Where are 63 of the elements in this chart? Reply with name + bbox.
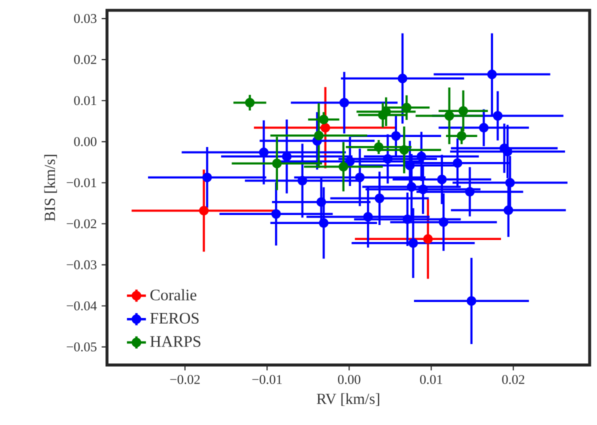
point <box>245 98 255 108</box>
point <box>423 234 433 244</box>
point <box>399 145 409 155</box>
legend-label: FEROS <box>150 312 199 324</box>
legend-label: Coralie <box>150 289 196 300</box>
point <box>282 152 292 162</box>
point <box>374 194 384 204</box>
x-tick-label: 0.01 <box>420 375 442 384</box>
point <box>378 110 388 120</box>
point <box>271 209 281 219</box>
point <box>320 122 330 133</box>
point <box>408 238 418 248</box>
y-tick-label: 0.00 <box>74 137 96 146</box>
point <box>504 205 514 216</box>
point <box>339 98 350 108</box>
point <box>363 212 373 222</box>
y-tick-label: −0.05 <box>66 342 96 352</box>
x-axis-title: RV [km/s] <box>316 393 380 406</box>
y-tick-label: −0.04 <box>66 301 97 310</box>
point <box>505 178 515 188</box>
point <box>444 111 454 121</box>
point <box>272 158 282 168</box>
point <box>391 131 401 141</box>
point <box>478 122 489 133</box>
y-tick-label: −0.01 <box>66 178 96 188</box>
point <box>318 114 329 124</box>
point <box>452 158 462 168</box>
y-tick-label: 0.01 <box>74 96 96 106</box>
y-tick-label: −0.03 <box>66 260 96 270</box>
y-tick-label: −0.02 <box>66 219 96 228</box>
point <box>465 186 475 197</box>
point <box>398 74 408 84</box>
point <box>487 70 497 80</box>
point <box>456 131 466 141</box>
point <box>199 206 209 216</box>
point <box>466 296 476 306</box>
point <box>492 111 503 121</box>
point <box>298 176 308 186</box>
point <box>402 102 412 112</box>
x-tick-label: −0.01 <box>252 375 282 384</box>
point <box>402 214 412 224</box>
point <box>318 218 329 228</box>
y-tick-label: 0.02 <box>74 55 96 64</box>
x-tick-label: 0.00 <box>338 375 360 384</box>
point <box>502 146 512 156</box>
point <box>316 197 326 207</box>
point <box>416 152 426 162</box>
point <box>382 154 393 164</box>
point <box>437 174 447 184</box>
point <box>345 156 355 166</box>
point <box>202 172 212 182</box>
x-tick-label: 0.02 <box>502 375 524 384</box>
y-axis-title: BIS [km/s] <box>44 154 57 222</box>
point <box>458 106 468 116</box>
point <box>418 184 428 194</box>
point <box>438 217 448 227</box>
x-tick-label: −0.02 <box>170 375 200 384</box>
point <box>338 162 348 172</box>
legend-label: HARPS <box>150 336 200 347</box>
point <box>355 172 365 182</box>
point <box>314 130 324 140</box>
y-tick-label: 0.03 <box>74 14 96 24</box>
point <box>406 182 416 192</box>
